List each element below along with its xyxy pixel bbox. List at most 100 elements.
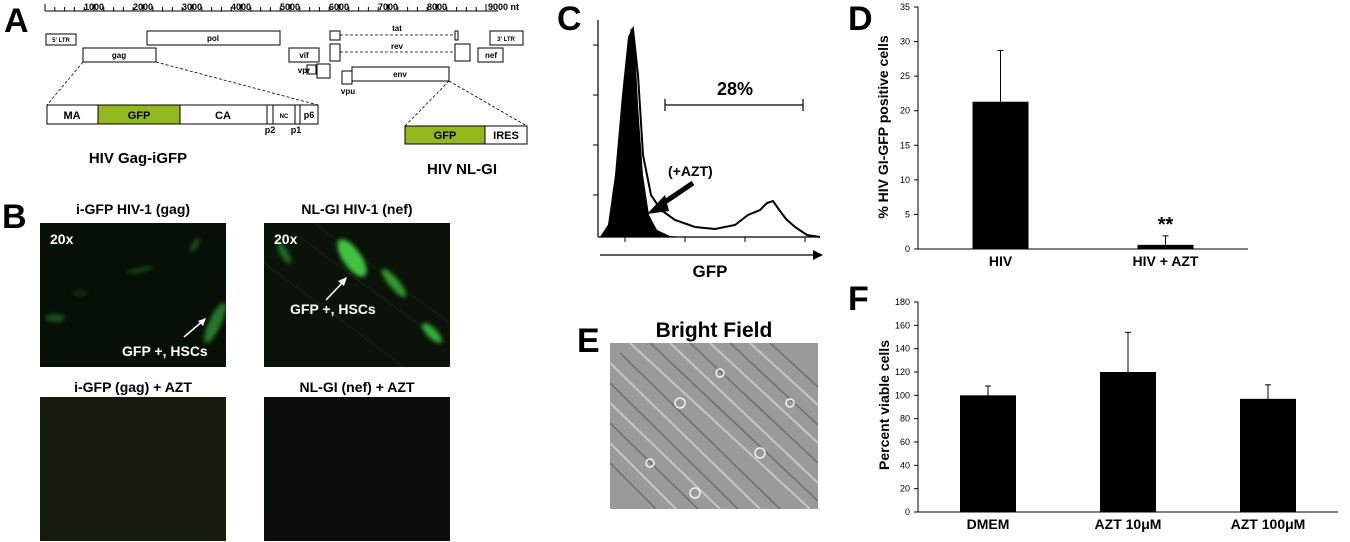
y-tick-label: 100 xyxy=(895,390,910,400)
vpr-small-box xyxy=(306,64,317,75)
ruler-label: 5000 xyxy=(280,2,300,12)
nl-seg-label-ires: IRES xyxy=(493,130,519,142)
arrow-icon xyxy=(325,277,347,301)
gag-seg-label-ca: CA xyxy=(215,110,231,122)
y-tick-label: 0 xyxy=(905,244,910,254)
brightfield-image xyxy=(610,343,818,509)
bar xyxy=(960,395,1016,512)
gag-seg-label-nc: NC xyxy=(280,114,289,120)
flow-percent-label: 28% xyxy=(717,79,753,99)
gag-label: gag xyxy=(112,51,126,60)
ruler-label: 9000 nt xyxy=(488,2,519,12)
micro-arrow-label-gag: GFP +, HSCs xyxy=(122,343,208,359)
flow-histogram: 28% (+AZT) GFP xyxy=(593,20,823,281)
gag-seg-label-gfp: GFP xyxy=(128,110,151,122)
nef-box xyxy=(477,47,504,63)
y-tick-label: 80 xyxy=(900,414,910,424)
ltr3-label: 3' LTR xyxy=(497,37,515,43)
ltr5-box xyxy=(45,33,77,46)
y-tick-label: 20 xyxy=(900,484,910,494)
vpr-label: vpr xyxy=(298,66,310,75)
genome-map: 1000 2000 3000 4000 5000 6000 7000 8000 9000 nt … xyxy=(44,2,528,178)
ruler-label: 7000 xyxy=(378,2,398,12)
env-label: env xyxy=(393,70,407,79)
micrograph-nef: 20x GFP +, HSCs xyxy=(264,223,450,367)
micro-title-gag-azt: i-GFP (gag) + AZT xyxy=(74,379,192,395)
y-tick-label: 60 xyxy=(900,437,910,447)
chart-f-ylabel: Percent viable cells xyxy=(876,340,892,470)
x-tick-label: AZT 100μM xyxy=(1231,516,1306,532)
y-tick-label: 160 xyxy=(895,320,910,330)
micro-mag-nef: 20x xyxy=(274,231,298,247)
micro-title-nef: NL-GI HIV-1 (nef) xyxy=(301,201,413,217)
x-tick-label: DMEM xyxy=(967,516,1010,532)
rev-box-2 xyxy=(454,43,471,62)
tat-box-2 xyxy=(454,30,459,41)
micro-title-gag: i-GFP HIV-1 (gag) xyxy=(75,201,191,217)
y-tick-label: 20 xyxy=(900,106,910,116)
nef-label: nef xyxy=(485,51,497,60)
ruler-ticks xyxy=(44,4,487,11)
gag-seg-p6 xyxy=(299,104,319,125)
gag-box xyxy=(82,47,157,63)
ruler-label: 6000 xyxy=(329,2,349,12)
ruler-label: 2000 xyxy=(133,2,153,12)
ruler-label: 3000 xyxy=(182,2,202,12)
panel-letter-d: D xyxy=(848,0,873,38)
env-box xyxy=(351,66,450,82)
y-tick-label: 10 xyxy=(900,175,910,185)
chart-d-ylabel: % HIV GI-GFP positive cells xyxy=(875,35,891,219)
pol-label: pol xyxy=(207,34,219,43)
y-tick-label: 35 xyxy=(900,2,910,12)
pol-box xyxy=(146,30,281,46)
nl-construct-name: HIV NL-GI xyxy=(427,161,497,178)
micrograph-nef-azt xyxy=(264,397,450,541)
micro-arrow-label-nef: GFP +, HSCs xyxy=(290,301,376,317)
panel-letter-f: F xyxy=(848,280,869,318)
bar xyxy=(1100,372,1156,512)
bar xyxy=(972,101,1029,250)
chart-f: Percent viable cells 0 20 40 60 80 100 120 140 1… xyxy=(876,297,1338,532)
arrow-icon xyxy=(183,318,206,338)
panel-letter-b: B xyxy=(2,198,27,236)
vpu-label: vpu xyxy=(341,87,355,96)
y-tick-label: 15 xyxy=(900,140,910,150)
gag-seg-p1 xyxy=(294,104,301,125)
x-tick-label: HIV + AZT xyxy=(1133,253,1199,269)
y-tick-label: 0 xyxy=(905,507,910,517)
micrograph-gag: 20x GFP +, HSCs xyxy=(40,223,226,367)
ruler-labels: 1000 2000 3000 4000 5000 6000 7000 8000 9000 nt xyxy=(84,2,519,12)
micro-mag-gag: 20x xyxy=(50,231,74,247)
vif-box xyxy=(288,47,320,63)
vpu-box xyxy=(341,70,353,85)
x-tick-label: HIV xyxy=(989,253,1013,269)
ltr3-box xyxy=(489,30,524,46)
gag-label-p1: p1 xyxy=(291,125,302,135)
chart-d: % HIV GI-GFP positive cells 0 5 10 15 20 25 30… xyxy=(875,2,1248,269)
ltr5-label: 5' LTR xyxy=(52,38,70,44)
vpr-box xyxy=(316,63,331,79)
gag-label-p2: p2 xyxy=(265,125,276,135)
nl-seg-label-gfp: GFP xyxy=(434,130,457,142)
micrograph-gag-azt xyxy=(40,397,226,541)
y-tick-label: 30 xyxy=(900,37,910,47)
bar xyxy=(1137,244,1194,249)
panel-letter-e: E xyxy=(577,322,600,360)
panel-letter-a: A xyxy=(4,2,29,40)
ruler-label: 4000 xyxy=(231,2,251,12)
significance-annotation: ** xyxy=(1158,214,1174,236)
tat-box-1 xyxy=(329,30,341,41)
gag-seg-p2 xyxy=(266,104,274,125)
y-tick-label: 180 xyxy=(895,297,910,307)
y-tick-label: 120 xyxy=(895,367,910,377)
y-tick-label: 5 xyxy=(905,209,910,219)
nl-seg-ires xyxy=(484,125,528,145)
flow-xlabel: GFP xyxy=(693,262,728,281)
y-tick-label: 40 xyxy=(900,460,910,470)
bar xyxy=(1240,398,1296,512)
vif-label: vif xyxy=(299,51,309,60)
micro-title-nef-azt: NL-GI (nef) + AZT xyxy=(299,379,415,395)
x-tick-label: AZT 10μM xyxy=(1095,516,1162,532)
ruler-label: 8000 xyxy=(427,2,447,12)
rev-label: rev xyxy=(391,42,404,51)
